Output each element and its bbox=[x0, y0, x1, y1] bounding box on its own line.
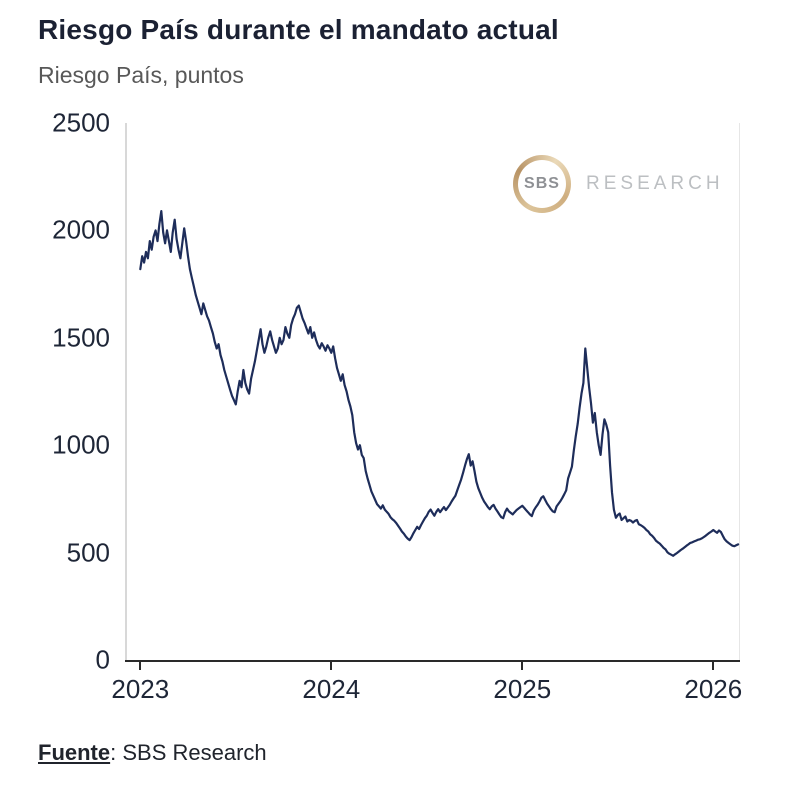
y-tick-label: 500 bbox=[66, 537, 110, 568]
x-axis-labels: 2023 2024 2025 2026 bbox=[111, 662, 743, 712]
risk-line-series bbox=[139, 209, 740, 557]
x-tick-label: 2026 bbox=[684, 674, 743, 704]
chart-title: Riesgo País durante el mandato actual bbox=[38, 14, 559, 45]
x-tick-label: 2023 bbox=[111, 674, 170, 704]
risk-line-chart bbox=[139, 209, 740, 557]
x-tick-mark bbox=[330, 662, 333, 670]
y-tick-label: 1500 bbox=[52, 322, 110, 353]
sbs-logo-text: SBS bbox=[518, 160, 566, 208]
source-text: : SBS Research bbox=[110, 740, 267, 765]
sbs-research-logo: SBS RESEARCH bbox=[513, 155, 724, 213]
x-axis-spine bbox=[125, 660, 740, 662]
y-tick-label: 1000 bbox=[52, 429, 110, 460]
x-tick-mark bbox=[712, 662, 715, 670]
plot-area: SBS RESEARCH bbox=[125, 123, 740, 662]
right-spine bbox=[739, 123, 740, 660]
chart-subtitle: Riesgo País, puntos bbox=[38, 62, 244, 88]
research-logo-text: RESEARCH bbox=[586, 173, 724, 194]
y-tick-label: 2500 bbox=[52, 107, 110, 138]
x-tick-label: 2024 bbox=[302, 674, 361, 704]
y-tick-label: 0 bbox=[95, 644, 110, 675]
source-label: Fuente bbox=[38, 740, 111, 765]
x-tick-mark bbox=[139, 662, 142, 670]
sbs-logo-ring-icon: SBS bbox=[513, 155, 571, 213]
x-tick-label: 2025 bbox=[493, 674, 552, 704]
y-axis-spine bbox=[125, 123, 127, 660]
source-note: Fuente: SBS Research bbox=[38, 740, 267, 766]
x-tick-mark bbox=[521, 662, 524, 670]
y-tick-label: 2000 bbox=[52, 214, 110, 245]
y-axis-labels: 0 500 1000 1500 2000 2500 bbox=[0, 108, 110, 675]
